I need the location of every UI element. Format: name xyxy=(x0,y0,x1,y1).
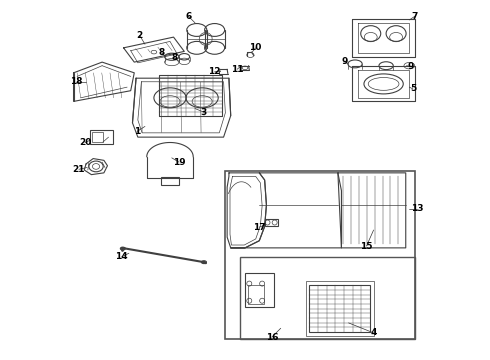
Bar xyxy=(92,132,103,142)
Bar xyxy=(306,281,373,336)
Text: 7: 7 xyxy=(412,12,418,21)
Text: 12: 12 xyxy=(208,67,221,76)
Bar xyxy=(309,285,370,332)
Text: 9: 9 xyxy=(408,62,415,71)
Text: 6: 6 xyxy=(185,12,192,21)
Text: 13: 13 xyxy=(411,204,423,213)
Text: 19: 19 xyxy=(172,158,185,167)
Text: 5: 5 xyxy=(410,84,416,93)
Text: 9: 9 xyxy=(341,57,347,66)
Bar xyxy=(90,130,113,144)
Bar xyxy=(225,171,415,339)
Bar xyxy=(240,257,415,339)
Text: 11: 11 xyxy=(231,65,244,74)
Text: 1: 1 xyxy=(134,127,140,136)
Text: 4: 4 xyxy=(370,328,377,337)
Text: 21: 21 xyxy=(73,165,85,174)
Text: 14: 14 xyxy=(116,252,128,261)
Bar xyxy=(248,285,264,304)
Text: 10: 10 xyxy=(249,43,262,52)
Text: 3: 3 xyxy=(201,108,207,117)
Bar xyxy=(245,273,273,307)
Text: 16: 16 xyxy=(266,333,278,342)
Text: 15: 15 xyxy=(360,242,373,251)
Text: 8: 8 xyxy=(159,48,165,57)
Bar xyxy=(265,219,278,226)
Bar xyxy=(161,177,179,185)
Text: 8: 8 xyxy=(172,53,178,62)
Text: 17: 17 xyxy=(253,222,266,231)
Text: 18: 18 xyxy=(70,77,83,86)
Text: 20: 20 xyxy=(79,138,91,147)
Text: 2: 2 xyxy=(137,31,143,40)
